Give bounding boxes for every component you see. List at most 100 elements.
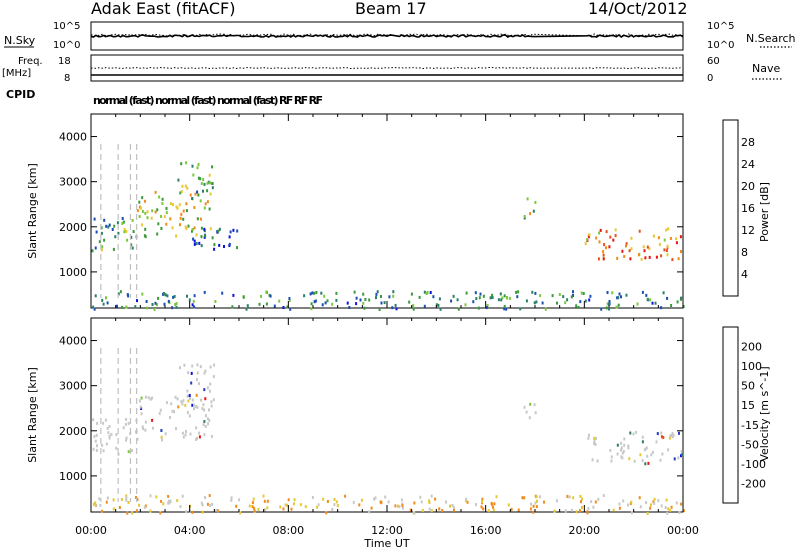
power-panel: 1000 2000 3000 4000 Slant Range [km] (26, 113, 685, 311)
velocity-echo-cell (428, 499, 431, 503)
power-echo-cell (100, 248, 103, 252)
power-colorbar: 28 24 20 16 12 8 4 (722, 119, 755, 297)
power-echo-cell (185, 209, 188, 213)
power-echo-cell (106, 301, 109, 305)
power-echo-cell (599, 228, 602, 232)
velocity-echo-cell (185, 429, 187, 433)
power-echo-cell (184, 184, 187, 188)
velocity-echo-cell (198, 431, 201, 435)
velocity-echo-cell (195, 437, 198, 441)
velocity-echo-cell (413, 501, 416, 505)
freq-strip: Freq. [MHz] 18 8 60 0 Nave (2, 54, 782, 84)
velocity-echo-cell (653, 502, 656, 505)
velocity-echo-cell (627, 503, 629, 507)
power-echo-cell (602, 253, 605, 257)
velocity-echo-cell (108, 436, 111, 440)
power-echo-cell (160, 227, 163, 230)
velocity-echo-cell (594, 442, 597, 446)
nave-series (90, 66, 684, 70)
power-echo-cell (654, 301, 657, 305)
velocity-echo-cell (164, 432, 167, 436)
power-echo-cell (472, 300, 475, 304)
velocity-echo-cell (169, 416, 171, 419)
velocity-echo-cell (199, 365, 202, 369)
power-echo-cell (172, 295, 175, 299)
velocity-echo-cell (92, 418, 95, 422)
power-echo-cell (282, 306, 285, 309)
power-echo-cell (192, 173, 195, 177)
velocity-echo-cell (639, 505, 642, 509)
velocity-colorbar-tick: -200 (741, 477, 766, 490)
power-echo-cell (491, 293, 494, 297)
power-echo-cell (503, 307, 506, 311)
velocity-echo-cell (564, 509, 567, 513)
velocity-echo-cell (207, 422, 209, 426)
power-echo-cell (197, 163, 200, 166)
velocity-echo-cell (96, 421, 99, 425)
velocity-echo-cell (627, 446, 630, 450)
power-echo-cell (232, 228, 235, 232)
power-echo-cell (175, 305, 178, 309)
power-echo-cell (566, 298, 569, 302)
velocity-echo-cell (167, 494, 170, 498)
power-echo-cell (175, 234, 178, 238)
power-echo-cell (605, 230, 608, 234)
power-echo-cell (618, 292, 621, 296)
power-echo-cell (211, 165, 214, 169)
velocity-echo-cell (184, 403, 187, 407)
power-echo-cell (146, 210, 149, 214)
velocity-echo-cell (125, 436, 128, 440)
velocity-echo-cell (602, 494, 605, 497)
velocity-echo-cell (188, 414, 191, 418)
power-echo-cell (92, 305, 95, 309)
power-echo-cell (392, 294, 395, 298)
velocity-echo-cell (93, 502, 95, 506)
velocity-echo-cell (209, 382, 212, 386)
velocity-echo-cell (92, 447, 95, 451)
x-tick-label: 04:00 (174, 524, 206, 537)
velocity-echo-cell (112, 498, 115, 502)
velocity-echo-cell (653, 497, 656, 501)
nsearch-tick-top: 10^5 (707, 21, 734, 32)
power-echo-cell (119, 290, 122, 294)
velocity-echo-cell (138, 503, 141, 507)
velocity-echo-cell (181, 494, 184, 498)
power-echo-cell (181, 184, 184, 188)
power-echo-cell (666, 296, 669, 300)
velocity-echo-cell (181, 431, 184, 435)
velocity-echo-cell (535, 505, 538, 509)
velocity-echo-cell (263, 499, 266, 503)
power-echo-cell (180, 162, 183, 166)
power-echo-cell (625, 242, 628, 246)
x-tick-label: 20:00 (568, 524, 600, 537)
power-echo-cell (658, 242, 661, 246)
power-echo-cell (112, 247, 115, 251)
power-echo-cell (313, 291, 316, 295)
velocity-echo-cell (620, 446, 623, 450)
velocity-echo-cell (179, 505, 182, 509)
nave-tick-top: 60 (707, 56, 720, 67)
power-echo-cell (482, 294, 485, 298)
power-echo-cell (268, 293, 271, 297)
power-echo-cell (311, 291, 314, 295)
power-echo-cell (662, 291, 665, 295)
velocity-echo-cell (645, 446, 648, 450)
velocity-echo-cell (198, 382, 200, 386)
velocity-echo-cell (96, 444, 98, 448)
power-echo-cell (193, 305, 196, 309)
power-echo-cell (637, 253, 640, 257)
power-echo-cell (675, 237, 678, 241)
power-echo-cell (207, 180, 210, 184)
velocity-echo-cell (568, 495, 571, 499)
velocity-echo-cell (528, 416, 531, 420)
power-echo-cell (587, 235, 590, 239)
velocity-echo-cell (184, 433, 187, 437)
velocity-echo-cell (212, 375, 215, 379)
power-echo-cell (614, 234, 617, 238)
power-echo-cell (101, 298, 104, 302)
power-echo-cell (187, 224, 190, 228)
power-echo-cell (165, 211, 168, 215)
velocity-echo-cell (593, 439, 596, 443)
velocity-echo-cell (290, 507, 293, 511)
power-colorbar-tick: 20 (741, 180, 755, 193)
